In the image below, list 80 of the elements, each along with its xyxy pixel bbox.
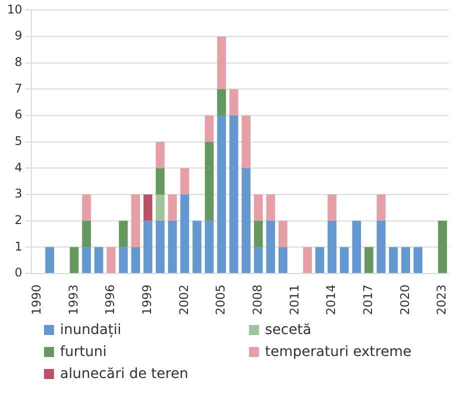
x-tick-label: 1996 [103,284,118,316]
bar [180,168,190,194]
y-tick-label: 2 [14,212,22,227]
bar [217,36,226,90]
bar [217,89,226,116]
bar [254,220,263,248]
y-tick-label: 8 [14,54,22,69]
bar [352,220,361,273]
y-tick-label: 1 [14,239,22,254]
bar [82,247,91,273]
bar [94,247,104,273]
bar [192,220,202,273]
bar [376,220,386,273]
x-tick-label: 2002 [176,284,191,316]
bar [106,247,116,273]
x-tick-label: 2005 [214,284,228,316]
x-tick-label: 1993 [66,284,80,316]
y-tick-label: 6 [14,108,22,122]
bar [278,220,288,248]
y-tick-label: 10 [6,2,22,16]
bar [278,247,288,273]
bar [266,194,276,221]
y-tick-label: 4 [14,160,22,174]
bar [254,247,263,273]
bar [156,142,165,168]
bar [242,168,251,273]
bar [414,247,422,273]
bar [82,194,91,221]
y-tick-label: 0 [14,266,22,280]
bar [143,220,152,273]
x-tick-label: 2014 [324,284,338,316]
bar [229,89,238,116]
legend-label: alunecări de teren [60,366,188,382]
legend-label: inundații [60,322,122,338]
bar [376,194,386,221]
bar [242,116,251,168]
bar [340,247,349,273]
bar [364,247,374,273]
bar [131,247,140,273]
bar [143,194,152,221]
bar [217,116,226,273]
bar [204,116,214,142]
x-tick-label: 2008 [250,284,264,316]
bar [70,247,79,273]
bar [168,194,177,221]
legend-label: temperaturi extreme [265,344,412,360]
bar [168,220,177,273]
bar [328,220,336,273]
legend-label: secetă [265,322,312,338]
bar [82,220,91,248]
y-tick-label: 3 [14,186,22,201]
x-tick-label: 1990 [30,284,44,316]
bar [156,194,165,221]
x-tick-label: 1999 [140,284,154,316]
bar [204,220,214,273]
bar [266,220,276,273]
y-tick-label: 9 [14,28,22,43]
legend-label: furtuni [60,344,107,360]
bar [131,194,140,248]
bar [45,247,54,273]
bar [328,194,336,221]
bar [118,220,128,248]
bar [229,116,238,273]
bar [438,220,447,273]
x-tick-label: 2020 [398,284,412,316]
x-tick-label: 2023 [434,284,449,316]
x-tick-label: 2011 [287,284,302,316]
x-tick-label: 2017 [360,284,375,316]
bar [388,247,398,273]
bar [156,220,165,273]
y-tick-label: 7 [14,81,22,96]
bar [254,194,263,221]
bar [180,194,190,273]
bar [401,247,410,273]
bar [303,247,312,273]
bar [118,247,128,273]
bar [204,142,214,221]
y-tick-label: 5 [14,134,22,148]
bar [315,247,324,273]
bar [156,168,165,194]
